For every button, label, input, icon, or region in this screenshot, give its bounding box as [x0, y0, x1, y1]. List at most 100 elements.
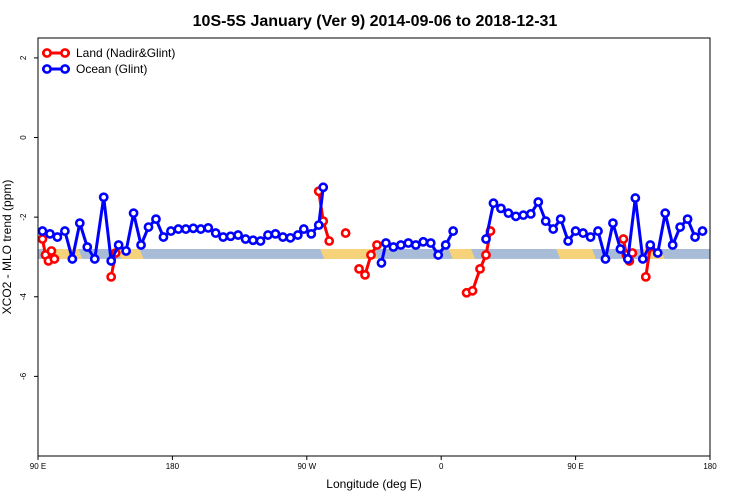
data-point	[37, 226, 48, 236]
data-point	[136, 240, 146, 250]
data-point	[481, 250, 491, 260]
data-point	[324, 236, 335, 246]
data-point	[49, 254, 60, 264]
y-tick-label: -6	[19, 372, 28, 380]
data-point	[682, 214, 693, 225]
data-point	[306, 228, 317, 239]
data-point	[248, 235, 258, 246]
y-tick-label: 2	[19, 55, 28, 60]
data-point	[618, 234, 629, 244]
data-point	[418, 236, 429, 247]
data-point	[52, 232, 63, 242]
data-point	[570, 226, 581, 236]
data-point	[433, 250, 444, 260]
data-point	[660, 208, 671, 219]
data-point	[98, 192, 109, 203]
data-point	[270, 228, 281, 239]
data-point	[366, 250, 376, 260]
data-point	[143, 222, 154, 232]
legend-marker	[42, 48, 52, 58]
data-point	[381, 238, 391, 248]
data-point	[195, 224, 206, 234]
data-point	[652, 248, 663, 258]
legend-marker	[42, 64, 52, 74]
data-point	[637, 254, 648, 264]
legend-label: Land (Nadir&Glint)	[76, 46, 175, 60]
x-tick-label: 90 E	[567, 462, 583, 471]
data-point	[298, 224, 309, 234]
data-point	[503, 208, 514, 219]
data-point	[600, 254, 611, 264]
data-point	[278, 232, 288, 242]
legend-marker	[60, 48, 70, 58]
data-point	[263, 230, 273, 240]
data-point	[292, 230, 303, 240]
data-point	[354, 263, 364, 274]
data-point	[622, 254, 633, 264]
data-point	[410, 240, 421, 250]
data-point	[318, 182, 329, 193]
series-layer	[37, 182, 708, 298]
data-point	[388, 242, 399, 252]
data-point	[533, 197, 544, 207]
y-tick-label: -2	[19, 213, 28, 221]
data-point	[667, 240, 678, 250]
data-point	[448, 226, 459, 236]
x-tick-label: 0	[439, 462, 444, 471]
y-axis: 2 0 -2 -4 -6	[19, 55, 38, 380]
data-point	[510, 211, 521, 222]
data-point	[540, 216, 551, 227]
data-point	[563, 236, 574, 246]
x-axis: 90 E 180 90 W 0 90 E 180	[30, 456, 717, 471]
data-point	[467, 285, 478, 296]
data-point	[37, 234, 48, 244]
data-point	[67, 254, 78, 264]
data-point	[240, 234, 251, 244]
data-point	[340, 228, 351, 238]
data-point	[640, 271, 651, 282]
data-point	[555, 214, 566, 225]
data-point	[440, 240, 451, 250]
plot-frame	[37, 37, 711, 457]
x-tick-label: 90 E	[30, 462, 46, 471]
data-point	[615, 244, 626, 254]
data-point	[525, 209, 536, 219]
data-point	[697, 226, 708, 236]
legend: Land (Nadir&Glint) Ocean (Glint)	[42, 46, 175, 76]
x-tick-label: 180	[166, 462, 180, 471]
data-point	[113, 240, 124, 250]
y-tick-label: -4	[19, 293, 28, 301]
data-point	[233, 230, 244, 240]
data-point	[518, 210, 529, 221]
data-point	[548, 224, 559, 234]
data-point	[360, 269, 370, 280]
data-point	[403, 238, 414, 248]
data-point	[578, 228, 588, 238]
data-point	[608, 218, 618, 229]
data-point	[585, 232, 596, 242]
data-point	[285, 232, 296, 243]
data-point	[675, 222, 686, 232]
data-point	[203, 222, 214, 233]
data-point	[74, 218, 85, 229]
data-point	[128, 208, 139, 219]
data-point	[188, 223, 199, 234]
data-point	[395, 240, 406, 250]
y-tick-label: 0	[19, 135, 28, 140]
data-point	[255, 236, 266, 246]
data-point	[425, 238, 436, 248]
x-axis-label: Longitude (deg E)	[326, 477, 421, 491]
data-point	[376, 258, 387, 268]
data-point	[690, 232, 700, 242]
data-point	[82, 242, 93, 252]
data-point	[45, 228, 55, 239]
data-point	[106, 256, 117, 266]
data-point	[166, 226, 176, 236]
data-point	[218, 232, 229, 242]
data-point	[225, 231, 236, 242]
series-land	[37, 186, 656, 298]
land-band-segment	[448, 248, 476, 259]
land-band-segment	[556, 248, 597, 259]
data-point	[210, 228, 221, 238]
